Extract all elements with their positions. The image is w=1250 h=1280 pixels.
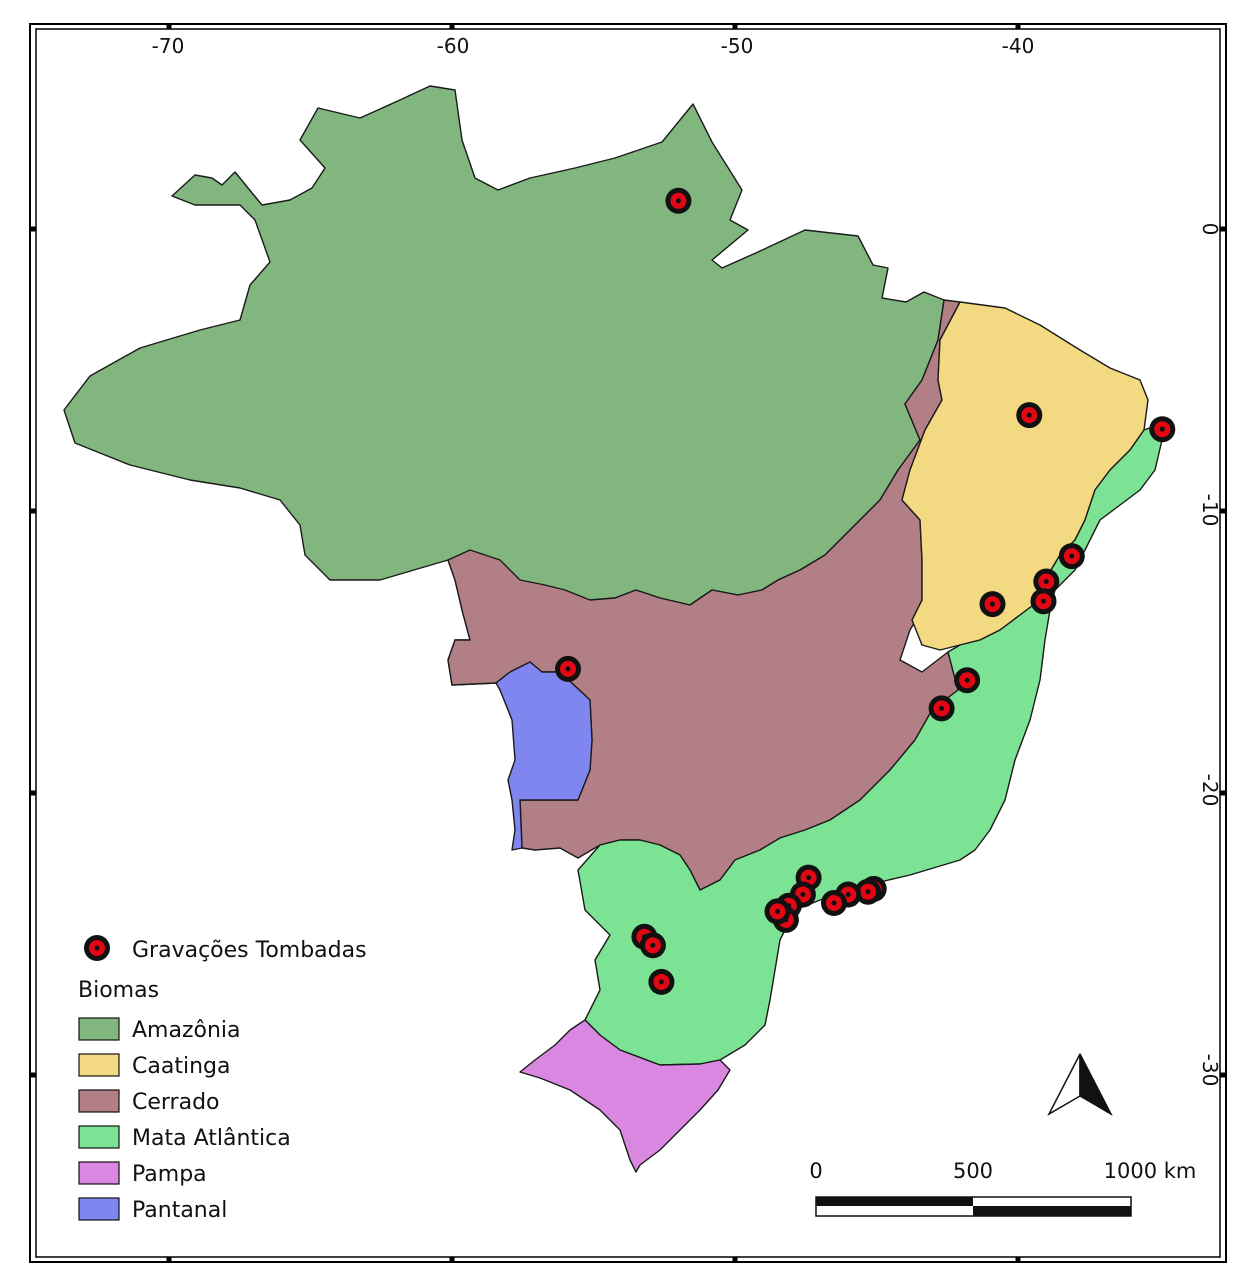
recording-marker[interactable] — [648, 968, 675, 995]
legend-label-mata-atlantica: Mata Atlântica — [132, 1126, 291, 1151]
legend-label-pantanal: Pantanal — [132, 1198, 227, 1223]
scale-bar: 0 500 1000 km — [809, 1159, 1197, 1217]
recording-marker[interactable] — [979, 591, 1006, 618]
recording-marker[interactable] — [639, 932, 666, 959]
recording-marker[interactable] — [1149, 416, 1176, 443]
latitude-labels: 0 -10 -20 -30 — [1198, 223, 1222, 1087]
longitude-label: -60 — [437, 34, 470, 58]
legend: Gravações Tombadas Biomas Amazônia Caati… — [78, 935, 367, 1223]
north-arrow-icon — [1047, 1053, 1113, 1116]
recording-marker[interactable] — [954, 667, 981, 694]
biome-pampa — [519, 1019, 731, 1173]
frame-ticks — [30, 24, 1226, 1262]
legend-swatch-pantanal — [78, 1197, 120, 1221]
longitude-label: -70 — [152, 34, 185, 58]
legend-label-caatinga: Caatinga — [132, 1054, 230, 1079]
recording-marker[interactable] — [1030, 588, 1057, 615]
recording-marker[interactable] — [1016, 402, 1043, 429]
scale-bar-segment — [973, 1206, 1131, 1216]
legend-swatch-caatinga — [78, 1053, 120, 1077]
legend-label-cerrado: Cerrado — [132, 1090, 220, 1115]
recording-marker[interactable] — [821, 890, 847, 916]
scale-label-0: 0 — [809, 1159, 822, 1183]
recording-marker[interactable] — [855, 878, 881, 905]
recording-marker[interactable] — [1033, 568, 1060, 595]
legend-swatch-pampa — [78, 1161, 120, 1185]
recording-marker[interactable] — [928, 695, 955, 722]
latitude-label: -30 — [1198, 1054, 1222, 1087]
recording-marker[interactable] — [1058, 543, 1085, 570]
scale-bar-segment — [816, 1197, 973, 1206]
legend-biomes-title: Biomas — [78, 978, 159, 1003]
legend-marker-symbol — [84, 935, 110, 961]
legend-swatch-mata-atlantica — [78, 1125, 120, 1149]
latitude-label: 0 — [1198, 223, 1222, 236]
legend-label-amazonia: Amazônia — [132, 1018, 241, 1043]
legend-swatch-amazonia — [78, 1017, 120, 1041]
legend-points-label: Gravações Tombadas — [132, 938, 367, 963]
legend-label-pampa: Pampa — [132, 1162, 207, 1187]
longitude-label: -40 — [1002, 34, 1035, 58]
scale-label-1000: 1000 km — [1104, 1159, 1197, 1183]
longitude-labels: -70 -60 -50 -40 — [152, 34, 1035, 58]
recording-markers — [555, 187, 1176, 995]
latitude-label: -10 — [1198, 494, 1222, 527]
biome-pantanal — [495, 661, 593, 851]
recording-marker[interactable] — [555, 655, 581, 682]
biomes-layer — [63, 85, 1163, 1173]
recording-marker[interactable] — [665, 187, 692, 214]
scale-label-500: 500 — [953, 1159, 993, 1183]
recording-marker[interactable] — [764, 898, 791, 925]
longitude-label: -50 — [721, 34, 754, 58]
legend-swatch-cerrado — [78, 1089, 120, 1113]
latitude-label: -20 — [1198, 774, 1222, 807]
